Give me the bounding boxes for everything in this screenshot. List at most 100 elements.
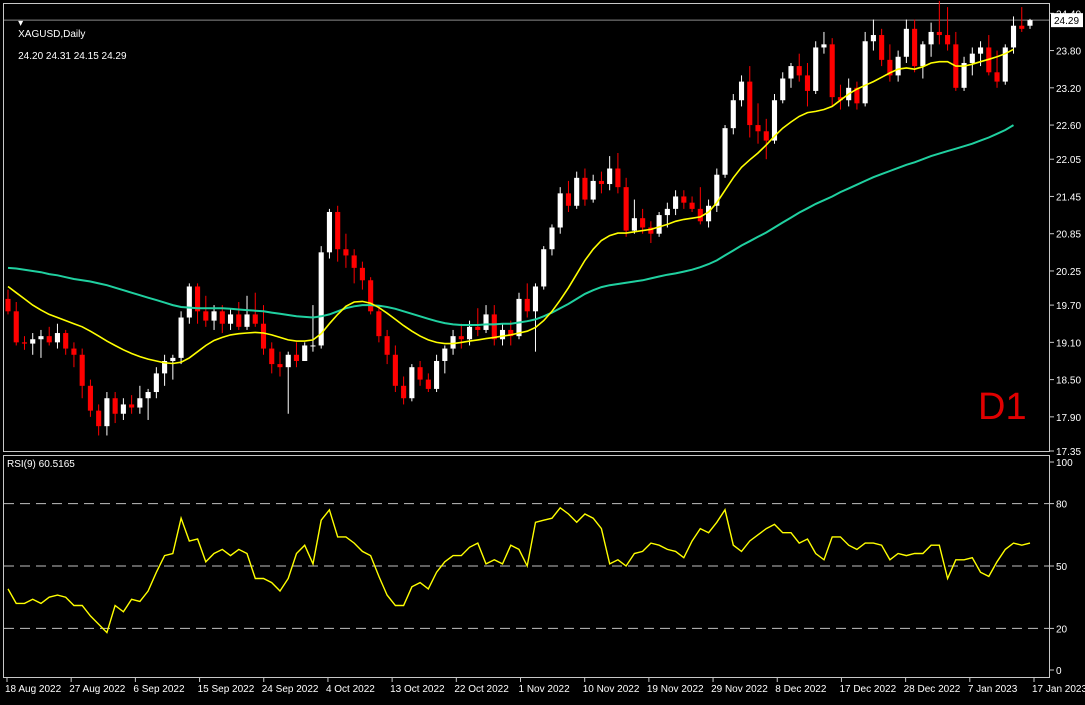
candle-body[interactable] (392, 354, 398, 386)
candle-body[interactable] (368, 280, 374, 312)
candle-body[interactable] (219, 311, 225, 324)
candle-body[interactable] (335, 211, 341, 250)
candle-body[interactable] (887, 59, 893, 76)
candle-body[interactable] (104, 398, 110, 427)
candle-body[interactable] (499, 329, 506, 340)
candle-body[interactable] (244, 314, 250, 327)
candle-body[interactable] (689, 202, 695, 209)
candle-body[interactable] (38, 336, 44, 340)
candle-body[interactable] (96, 410, 102, 427)
candle-body[interactable] (475, 326, 481, 330)
candle-body[interactable] (673, 196, 679, 209)
candle-body[interactable] (813, 47, 819, 91)
candle-body[interactable] (87, 385, 93, 411)
candle-body[interactable] (565, 193, 572, 206)
candle-body[interactable] (631, 218, 637, 231)
candle-body[interactable] (640, 218, 646, 228)
candle-body[interactable] (162, 360, 168, 374)
candle-body[interactable] (384, 336, 390, 355)
candle-body[interactable] (722, 128, 728, 175)
candle-body[interactable] (598, 180, 604, 185)
candle-body[interactable] (112, 398, 118, 414)
candle-body[interactable] (969, 53, 975, 63)
candle-body[interactable] (326, 211, 332, 253)
candle-body[interactable] (195, 286, 201, 312)
candle-body[interactable] (664, 208, 670, 216)
candle-body[interactable] (376, 311, 382, 337)
candle-body[interactable] (310, 345, 316, 347)
candle-body[interactable] (13, 311, 19, 343)
candle-body[interactable] (450, 336, 456, 349)
candle-body[interactable] (343, 249, 349, 256)
candle-body[interactable] (994, 72, 1000, 82)
candle-body[interactable] (63, 333, 69, 349)
candle-body[interactable] (434, 360, 440, 389)
candle-body[interactable] (458, 336, 464, 340)
candle-body[interactable] (780, 78, 786, 101)
candle-body[interactable] (945, 35, 951, 45)
candle-body[interactable] (788, 66, 794, 79)
candle-body[interactable] (1010, 25, 1017, 48)
candle-body[interactable] (1019, 25, 1025, 29)
dropdown-triangle-icon[interactable]: ▾ (18, 18, 24, 29)
candle-body[interactable] (714, 174, 720, 206)
candle-body[interactable] (120, 404, 126, 414)
candle-body[interactable] (532, 286, 539, 312)
candle-body[interactable] (46, 336, 52, 343)
candle-body[interactable] (211, 311, 217, 321)
candle-body[interactable] (903, 28, 909, 57)
candle-body[interactable] (854, 87, 860, 104)
candle-body[interactable] (912, 28, 918, 67)
candle-body[interactable] (508, 329, 514, 337)
candle-body[interactable] (203, 311, 209, 321)
candle-body[interactable] (293, 354, 300, 361)
candle-body[interactable] (359, 267, 365, 281)
candle-body[interactable] (804, 75, 811, 91)
candle-body[interactable] (170, 357, 176, 361)
candle-body[interactable] (763, 131, 769, 141)
candle-body[interactable] (862, 41, 868, 104)
candle-body[interactable] (697, 208, 703, 222)
candle-body[interactable] (829, 44, 835, 98)
candle-body[interactable] (755, 125, 761, 132)
candle-body[interactable] (895, 56, 901, 76)
candle-body[interactable] (541, 249, 547, 287)
candle-body[interactable] (557, 193, 563, 228)
candle-body[interactable] (524, 298, 530, 312)
candle-body[interactable] (977, 47, 984, 54)
candle-body[interactable] (302, 345, 308, 361)
candle-body[interactable] (401, 385, 407, 399)
candle-body[interactable] (260, 323, 267, 349)
candle-body[interactable] (730, 100, 736, 129)
candle-body[interactable] (277, 364, 283, 368)
candle-body[interactable] (870, 35, 876, 42)
candle-body[interactable] (318, 252, 324, 346)
candle-body[interactable] (936, 31, 942, 36)
rsi-panel[interactable] (3, 455, 1050, 678)
candle-body[interactable] (186, 286, 192, 318)
candle-body[interactable] (837, 97, 843, 101)
candle-body[interactable] (442, 348, 448, 361)
candle-body[interactable] (681, 196, 687, 203)
candle-body[interactable] (771, 100, 778, 141)
candle-body[interactable] (615, 168, 621, 188)
candle-body[interactable] (466, 326, 473, 340)
candle-body[interactable] (54, 333, 61, 343)
candle-body[interactable] (145, 392, 151, 399)
candle-body[interactable] (574, 177, 580, 206)
candle-body[interactable] (1002, 47, 1008, 82)
candle-body[interactable] (928, 31, 934, 45)
symbol-header[interactable]: ▾ XAGUSD,Daily 24.20 24.31 24.15 24.29 (7, 7, 126, 73)
candle-body[interactable] (582, 177, 588, 200)
candle-body[interactable] (549, 227, 555, 250)
candle-body[interactable] (5, 298, 11, 312)
candle-body[interactable] (79, 354, 85, 386)
candle-body[interactable] (821, 44, 827, 48)
candle-body[interactable] (920, 44, 926, 67)
candle-body[interactable] (796, 66, 802, 76)
candle-body[interactable] (590, 180, 596, 200)
candle-body[interactable] (285, 354, 291, 368)
candle-body[interactable] (21, 342, 28, 344)
candle-body[interactable] (516, 298, 522, 337)
